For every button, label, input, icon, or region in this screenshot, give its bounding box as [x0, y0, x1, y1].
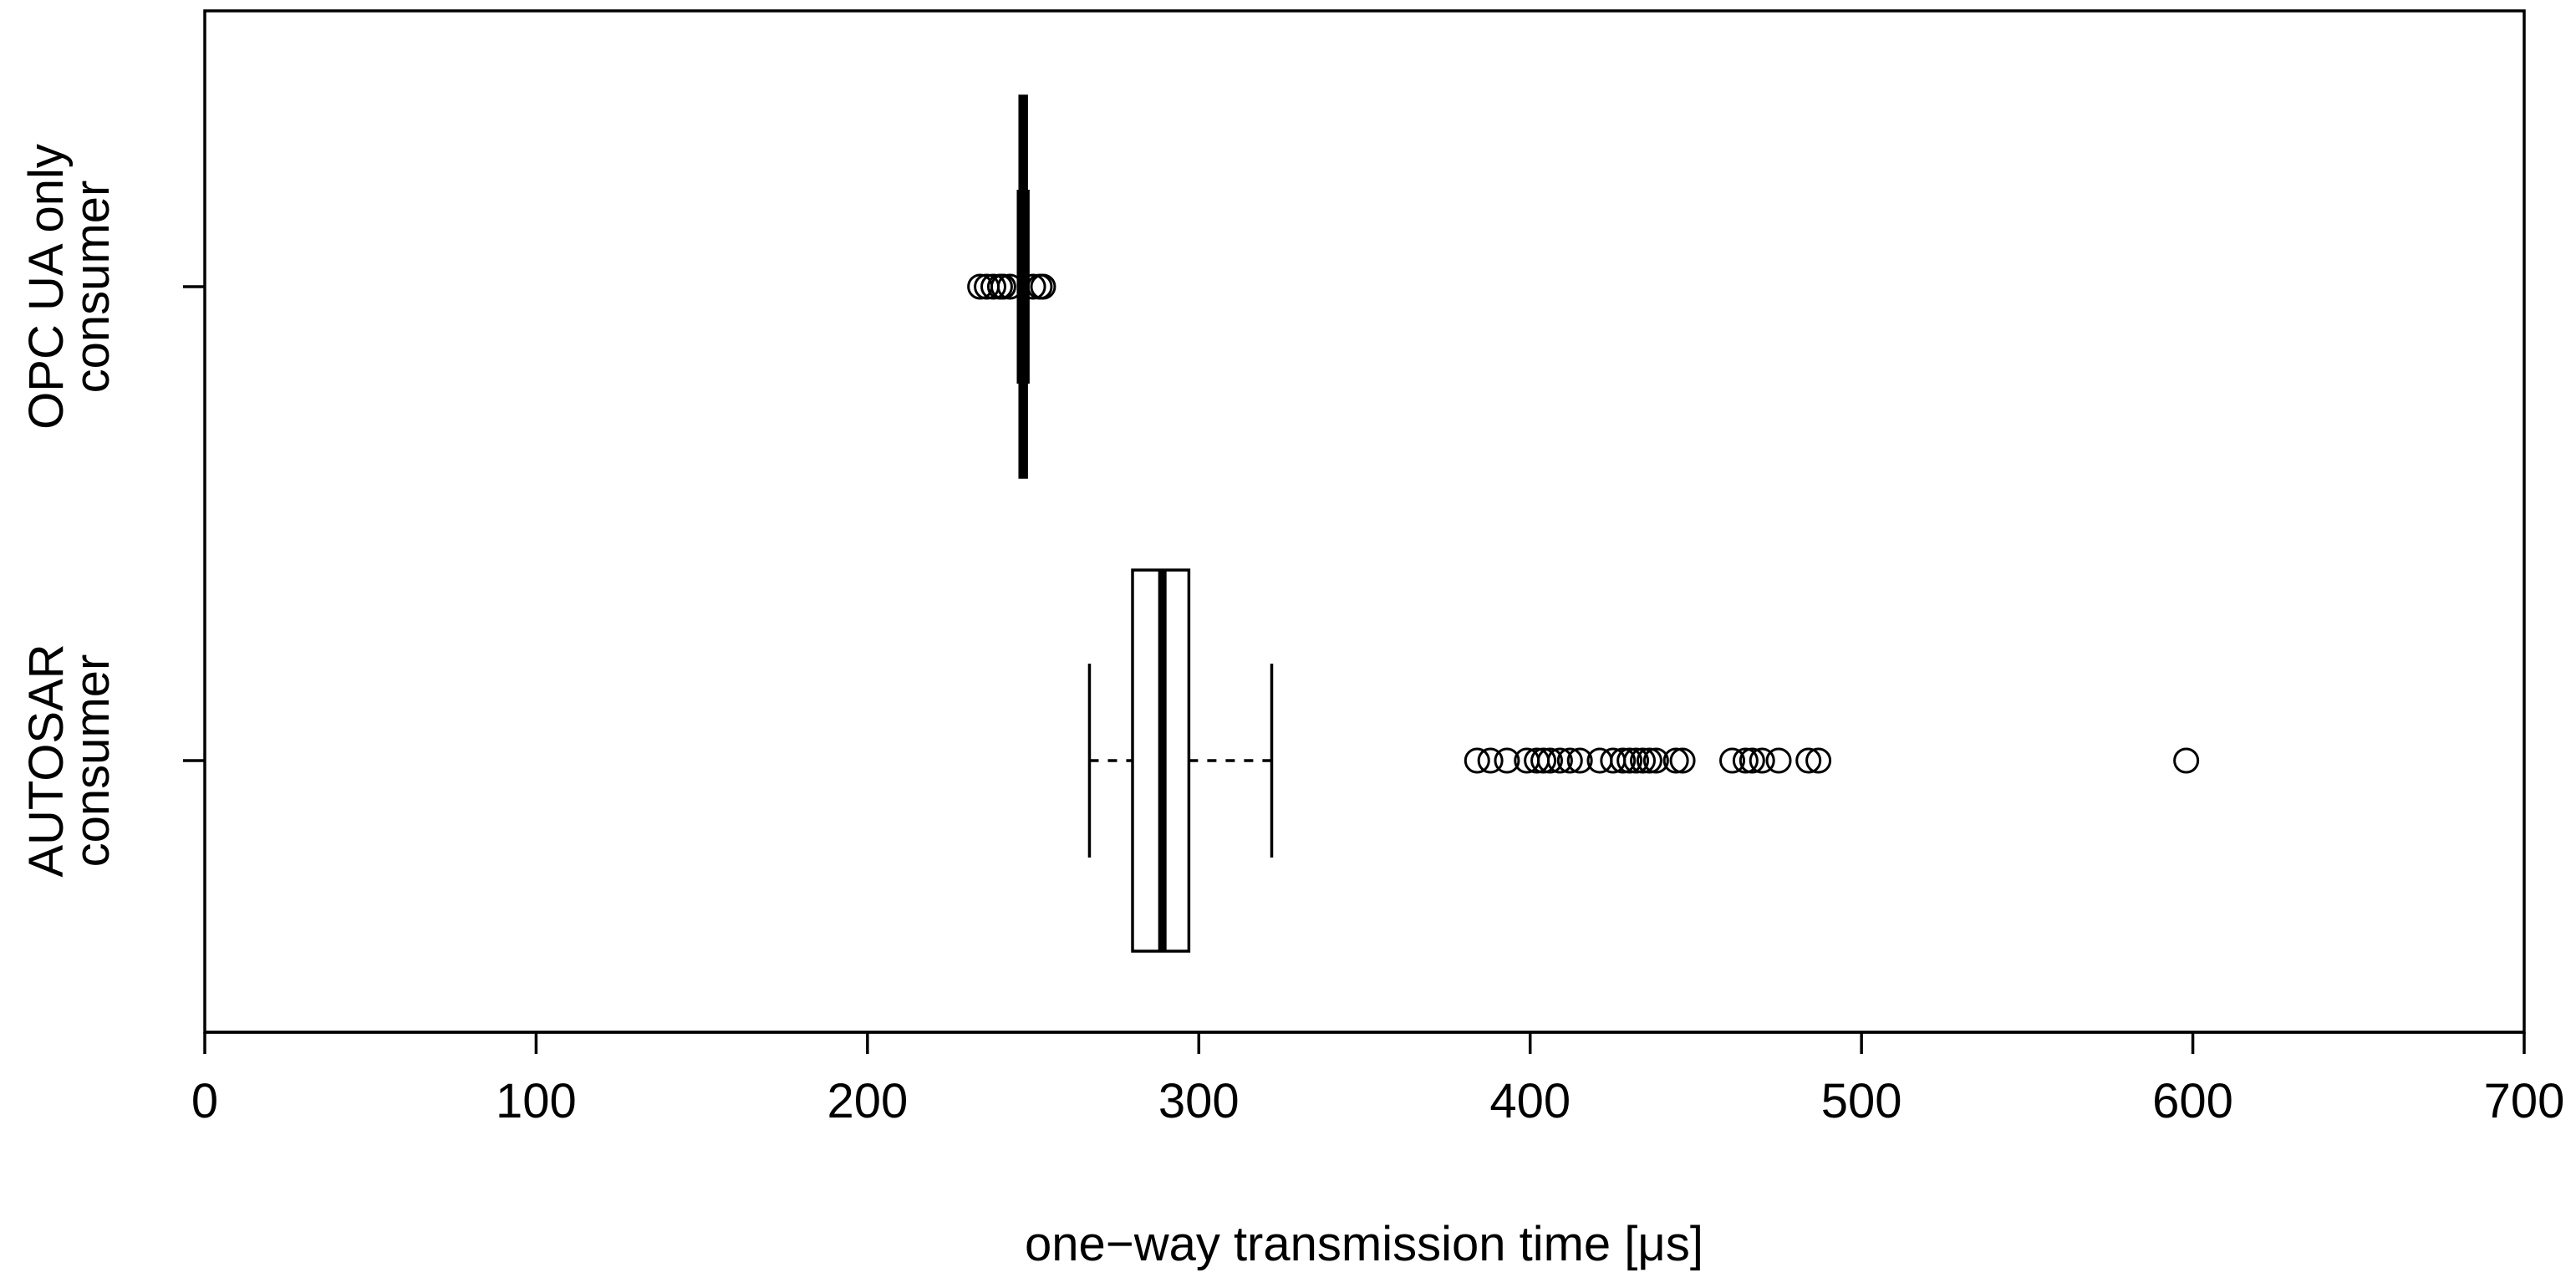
- outlier-point: [1636, 747, 1662, 774]
- outlier-point: [1530, 747, 1557, 774]
- outlier-point: [2173, 747, 2200, 774]
- outlier-point: [1642, 747, 1669, 774]
- x-tick-label: 600: [2152, 1074, 2233, 1128]
- outlier-point: [1623, 747, 1650, 774]
- y-tick-label: consumer: [65, 654, 120, 868]
- x-axis: 0 100 200 300 400 500 600 700: [191, 1031, 2565, 1128]
- boxes: [967, 94, 2200, 953]
- outlier-point: [980, 273, 1006, 300]
- y-tick-label: OPC UA only: [19, 144, 74, 430]
- outlier-point: [1556, 747, 1583, 774]
- x-tick-label: 500: [1821, 1074, 1902, 1128]
- outlier-point: [1739, 747, 1765, 774]
- box-group: [1087, 568, 2200, 953]
- outlier-point: [1669, 747, 1696, 774]
- outlier-point: [1566, 747, 1593, 774]
- outlier-point: [1662, 747, 1689, 774]
- y-tick-label: consumer: [65, 181, 120, 394]
- outlier-point: [1749, 747, 1775, 774]
- plot-frame: [203, 9, 2526, 1034]
- outlier-point: [1020, 273, 1046, 300]
- x-tick-label: 400: [1489, 1074, 1571, 1128]
- outlier-point: [1464, 747, 1490, 774]
- outlier-point: [1030, 273, 1056, 300]
- x-axis-label: one−way transmission time [μs]: [1025, 1217, 1703, 1271]
- x-tick-label: 100: [496, 1074, 577, 1128]
- outlier-point: [1546, 747, 1573, 774]
- outlier-point: [1719, 747, 1746, 774]
- y-tick-label: AUTOSAR: [19, 644, 74, 877]
- outlier-point: [1494, 747, 1520, 774]
- box-group: [967, 94, 1056, 479]
- outlier-point: [1795, 747, 1822, 774]
- outlier-point: [1630, 747, 1656, 774]
- outlier-point: [1805, 747, 1832, 774]
- x-tick-label: 300: [1158, 1074, 1240, 1128]
- outlier-point: [1537, 747, 1563, 774]
- outlier-point: [1616, 747, 1643, 774]
- outlier-point: [1477, 747, 1504, 774]
- outlier-point: [990, 273, 1016, 300]
- x-tick-label: 0: [191, 1074, 218, 1128]
- x-tick-label: 700: [2484, 1074, 2565, 1128]
- outlier-point: [1732, 747, 1759, 774]
- outlier-point: [1610, 747, 1637, 774]
- outlier-point: [1765, 747, 1792, 774]
- x-tick-label: 200: [827, 1074, 908, 1128]
